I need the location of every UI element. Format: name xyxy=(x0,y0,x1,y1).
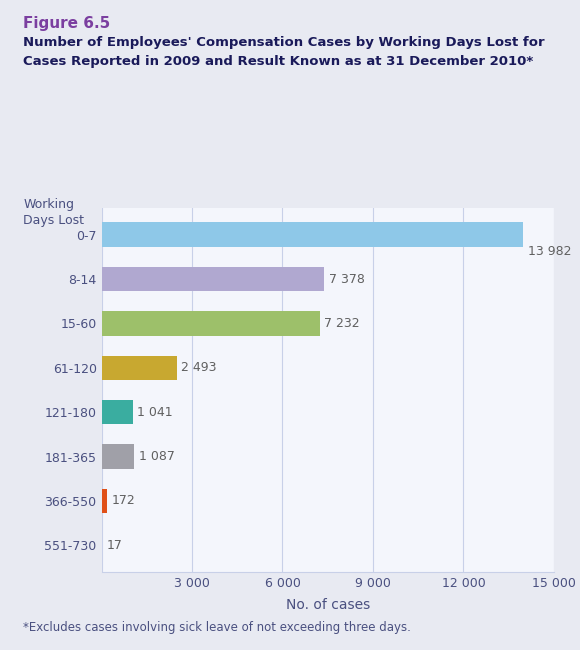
Bar xyxy=(102,266,324,291)
Text: 2 493: 2 493 xyxy=(181,361,217,374)
Bar xyxy=(102,222,523,247)
Bar xyxy=(102,489,107,514)
Text: Working
Days Lost: Working Days Lost xyxy=(23,198,84,228)
Text: 1 041: 1 041 xyxy=(137,406,173,419)
Text: 17: 17 xyxy=(107,539,122,552)
Text: 7 378: 7 378 xyxy=(328,272,364,285)
Bar xyxy=(102,445,135,469)
Text: *Excludes cases involving sick leave of not exceeding three days.: *Excludes cases involving sick leave of … xyxy=(23,621,411,634)
Bar xyxy=(102,311,320,335)
Text: Cases Reported in 2009 and Result Known as at 31 December 2010*: Cases Reported in 2009 and Result Known … xyxy=(23,55,534,68)
Text: 13 982: 13 982 xyxy=(528,245,571,258)
Text: Figure 6.5: Figure 6.5 xyxy=(23,16,110,31)
Text: 7 232: 7 232 xyxy=(324,317,360,330)
Text: 172: 172 xyxy=(111,495,135,508)
Bar xyxy=(102,400,133,424)
Text: 1 087: 1 087 xyxy=(139,450,175,463)
Bar xyxy=(102,356,177,380)
X-axis label: No. of cases: No. of cases xyxy=(285,598,370,612)
Text: Number of Employees' Compensation Cases by Working Days Lost for: Number of Employees' Compensation Cases … xyxy=(23,36,545,49)
